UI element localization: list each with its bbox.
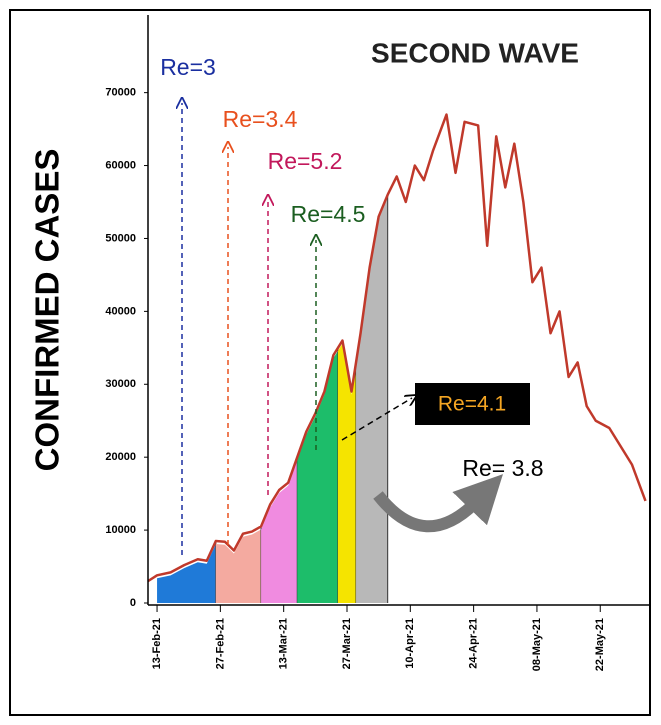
x-tick-label: 08-May-21 xyxy=(531,618,543,671)
x-tick-label: 27-Mar-21 xyxy=(341,618,353,669)
annotation: Re= 3.8 xyxy=(462,455,543,481)
shaded-region xyxy=(157,544,216,603)
annotation: Re=4.1 xyxy=(438,393,506,416)
shaded-region xyxy=(297,350,338,603)
line xyxy=(147,113,647,583)
annotation: Re=4.5 xyxy=(291,201,366,227)
shaded-region xyxy=(261,460,298,603)
curved-arrow xyxy=(373,474,503,533)
shaded-region xyxy=(337,343,357,603)
x-tick-label: 10-Apr-21 xyxy=(404,618,416,669)
annotation: Re=3.4 xyxy=(223,106,298,132)
y-tick-label: 50000 xyxy=(105,232,136,244)
x-tick-label: 27-Feb-21 xyxy=(214,618,226,669)
y-tick-label: 0 xyxy=(130,597,136,609)
y-tick-label: 60000 xyxy=(105,159,136,171)
x-tick-label: 13-Feb-21 xyxy=(151,618,163,669)
plot xyxy=(147,113,647,603)
label-box xyxy=(415,383,530,425)
frame xyxy=(9,9,651,716)
y-tick-label: 10000 xyxy=(105,524,136,536)
y-tick-label: 20000 xyxy=(105,451,136,463)
y-tick-label: 40000 xyxy=(105,305,136,317)
x-tick-label: 13-Mar-21 xyxy=(278,618,290,669)
annotation: Re=3 xyxy=(160,54,216,80)
x-tick-label: 22-May-21 xyxy=(594,618,606,671)
x-tick-label: 24-Apr-21 xyxy=(468,618,480,669)
chart-title: SECOND WAVE xyxy=(371,37,579,68)
y-tick-label: 30000 xyxy=(105,378,136,390)
y-tick-label: 70000 xyxy=(105,87,136,99)
y-axis-label: CONFIRMED CASES xyxy=(29,149,66,472)
shaded-region xyxy=(215,529,262,603)
arrow xyxy=(341,398,412,441)
annotation: Re=5.2 xyxy=(268,148,343,174)
